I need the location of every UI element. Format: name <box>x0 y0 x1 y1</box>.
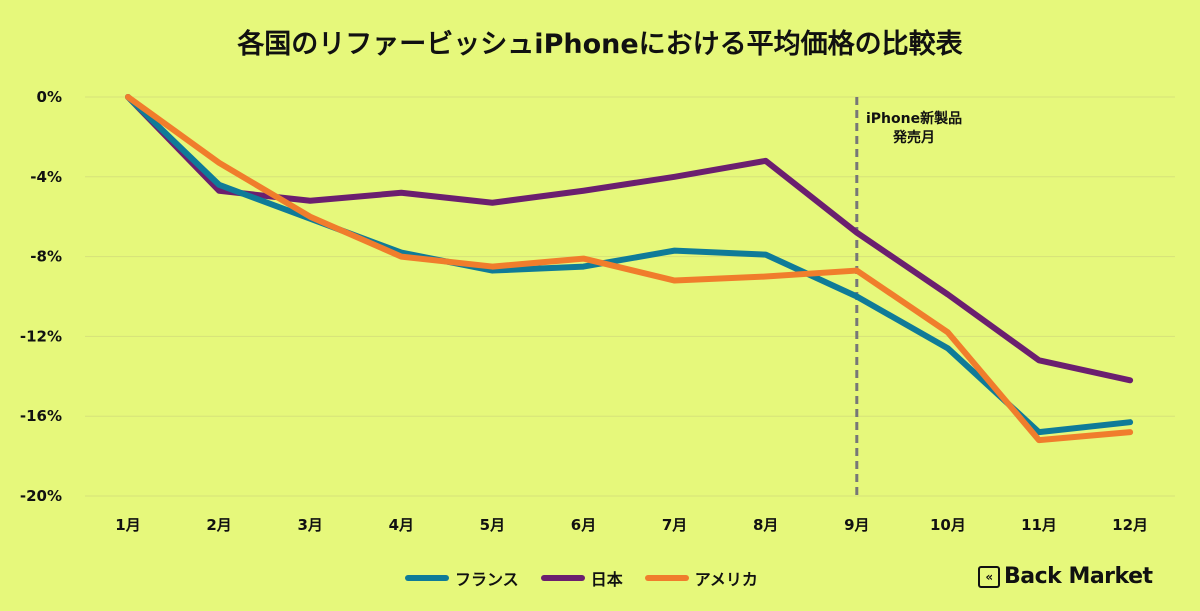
legend-swatch <box>540 575 585 581</box>
y-tick-label: -4% <box>30 168 62 186</box>
legend-swatch <box>405 575 449 581</box>
legend-item-usa: アメリカ <box>644 566 758 590</box>
legend-item-france: フランス <box>405 566 519 590</box>
x-tick-label: 10月 <box>930 516 966 534</box>
series-line-2 <box>125 94 1134 444</box>
legend-label: アメリカ <box>694 570 758 589</box>
y-tick-label: -8% <box>30 248 62 266</box>
x-tick-label: 8月 <box>753 516 778 534</box>
annotation-line2: 発売月 <box>893 130 936 146</box>
x-tick-label: 9月 <box>844 516 869 534</box>
x-tick-label: 3月 <box>297 516 322 534</box>
legend-label: フランス <box>455 570 519 589</box>
x-tick-label: 6月 <box>571 516 596 534</box>
annotation-line1: iPhone新製品 <box>866 111 963 127</box>
x-tick-label: 1月 <box>115 516 140 534</box>
chart-title: 各国のリファービッシュiPhoneにおける平均価格の比較表 <box>237 29 963 60</box>
brand-name: Back Market <box>1004 564 1153 589</box>
y-tick-label: -16% <box>20 407 62 425</box>
x-tick-label: 12月 <box>1112 516 1148 534</box>
x-tick-label: 5月 <box>480 516 505 534</box>
brand-logo: «Back Market <box>978 564 1153 589</box>
x-tick-label: 11月 <box>1021 516 1057 534</box>
y-tick-label: 0% <box>37 88 62 106</box>
y-tick-label: -20% <box>20 487 62 505</box>
legend: フランス 日本 アメリカ <box>405 566 758 590</box>
series-line-0 <box>125 94 1134 436</box>
legend-item-japan: 日本 <box>540 566 623 590</box>
backmarket-logo-icon: « <box>978 565 1000 588</box>
x-tick-label: 4月 <box>389 516 414 534</box>
legend-label: 日本 <box>590 570 623 589</box>
series-line-1 <box>125 94 1134 384</box>
y-tick-label: -12% <box>20 327 62 345</box>
x-tick-label: 7月 <box>662 516 687 534</box>
legend-swatch <box>644 575 689 581</box>
release-annotation: iPhone新製品 発売月 <box>866 110 962 148</box>
x-tick-label: 2月 <box>206 516 231 534</box>
